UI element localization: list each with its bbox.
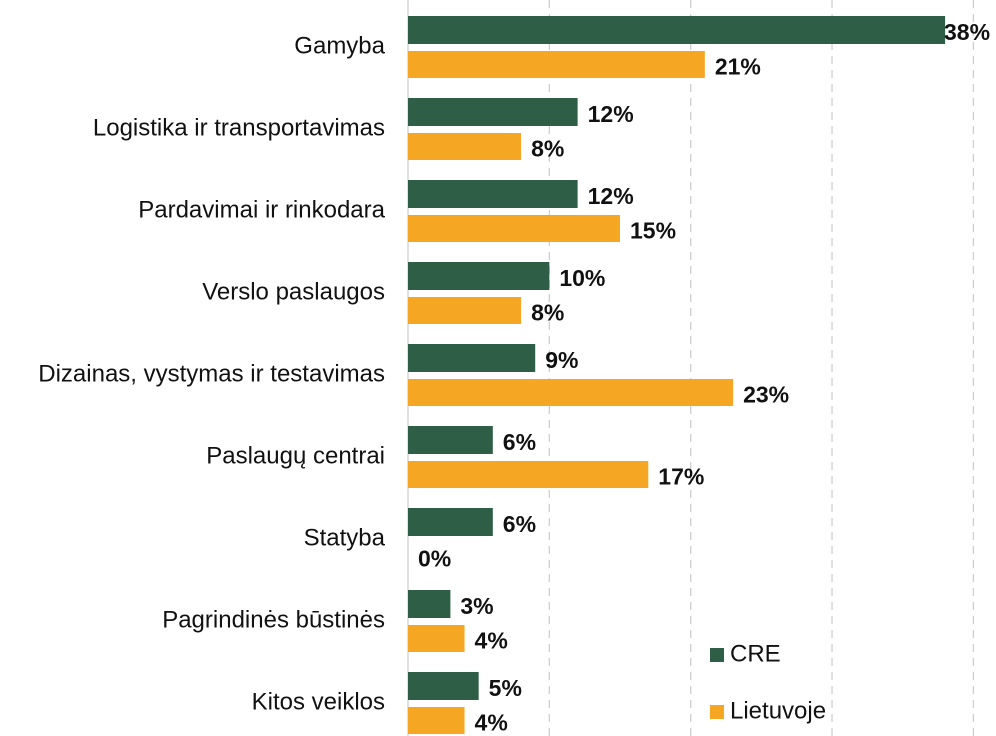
category-label: Paslaugų centrai — [206, 442, 385, 469]
value-label: 12% — [588, 183, 634, 209]
value-label: 10% — [559, 265, 605, 291]
bar — [408, 379, 734, 406]
value-label: 17% — [658, 464, 704, 490]
value-label: 9% — [545, 347, 578, 373]
bar — [408, 297, 522, 324]
value-label: 21% — [715, 54, 761, 80]
bar — [408, 262, 550, 290]
legend-swatch — [710, 705, 724, 719]
value-label: 8% — [531, 300, 564, 326]
category-label: Verslo paslaugos — [202, 278, 385, 305]
bar — [408, 133, 522, 160]
value-label: 4% — [475, 628, 508, 654]
bar — [408, 625, 465, 652]
value-label: 3% — [460, 593, 493, 619]
category-label: Statyba — [304, 524, 386, 551]
bar — [408, 344, 536, 372]
category-label: Pagrindinės būstinės — [162, 606, 385, 633]
bar — [408, 215, 621, 242]
value-label: 38% — [944, 19, 990, 45]
category-label: Pardavimai ir rinkodara — [138, 196, 385, 223]
legend-label: Lietuvoje — [730, 697, 826, 724]
value-label: 12% — [588, 101, 634, 127]
legend-label: CRE — [730, 640, 781, 667]
bar — [408, 707, 465, 734]
bar — [408, 98, 578, 126]
bar — [408, 590, 451, 618]
bar — [408, 51, 705, 78]
bar — [408, 426, 493, 454]
category-label: Gamyba — [294, 32, 385, 59]
bar — [408, 180, 578, 208]
value-label: 6% — [503, 429, 536, 455]
bar — [408, 16, 946, 44]
value-label: 6% — [503, 511, 536, 537]
bar — [408, 672, 479, 700]
category-label: Logistika ir transportavimas — [93, 114, 385, 141]
legend-swatch — [710, 648, 724, 662]
bar — [408, 461, 649, 488]
bar — [408, 508, 493, 536]
value-label: 0% — [418, 546, 451, 572]
value-label: 8% — [531, 136, 564, 162]
value-label: 23% — [743, 382, 789, 408]
category-label: Dizainas, vystymas ir testavimas — [38, 360, 385, 387]
value-label: 15% — [630, 218, 676, 244]
value-label: 4% — [475, 710, 508, 736]
value-label: 5% — [489, 675, 522, 701]
category-label: Kitos veiklos — [252, 688, 385, 715]
